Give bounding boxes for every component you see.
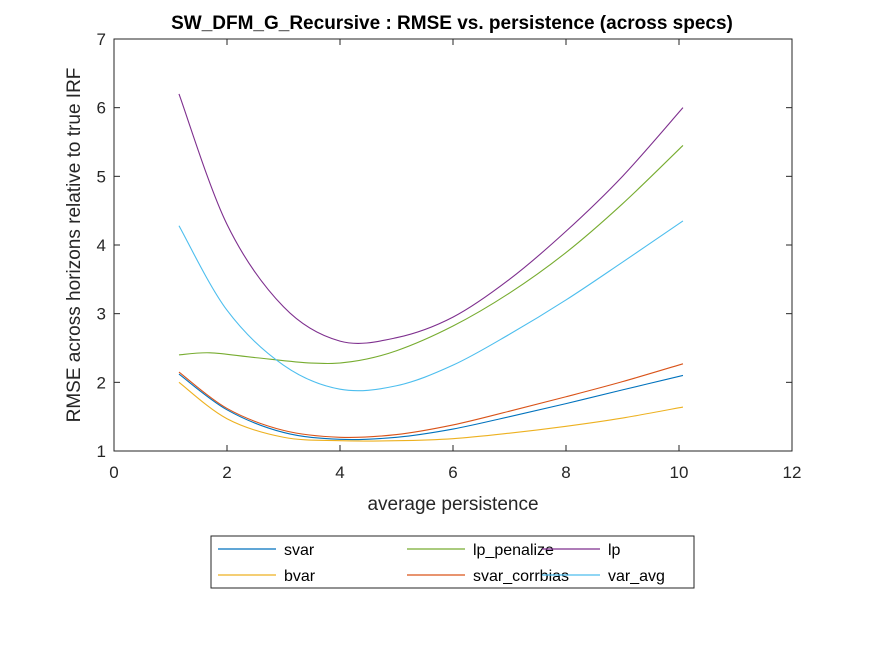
plot-box xyxy=(113,38,793,452)
y-tick-label: 6 xyxy=(97,99,106,118)
x-tick-label: 12 xyxy=(783,463,802,482)
x-tick-label: 2 xyxy=(222,463,231,482)
x-tick-label: 4 xyxy=(335,463,344,482)
x-axis-label: average persistence xyxy=(367,494,538,515)
legend-label-bvar: bvar xyxy=(284,568,316,585)
y-tick-label: 2 xyxy=(97,373,106,392)
legend-label-svar: svar xyxy=(284,542,315,559)
y-tick-label: 5 xyxy=(97,167,106,186)
x-axis-ticks: 0 2 4 6 8 10 12 xyxy=(109,39,801,482)
series-line-lp_penalize xyxy=(178,145,684,365)
x-tick-label: 6 xyxy=(448,463,457,482)
y-axis-ticks: 1 2 3 4 5 6 7 xyxy=(97,30,792,461)
chart-title: SW_DFM_G_Recursive : RMSE vs. persistenc… xyxy=(171,13,733,34)
legend: svar bvar lp_penalize svar_corrbias lp var_av… xyxy=(210,535,695,589)
y-tick-label: 1 xyxy=(97,442,106,461)
y-tick-label: 3 xyxy=(97,305,106,324)
series-line-var_avg xyxy=(178,220,684,392)
x-tick-label: 10 xyxy=(670,463,689,482)
legend-box xyxy=(210,535,695,589)
x-tick-label: 8 xyxy=(561,463,570,482)
legend-label-lp_penalize: lp_penalize xyxy=(473,542,554,559)
series-line-bvar xyxy=(178,381,684,442)
legend-label-lp: lp xyxy=(608,542,621,559)
y-axis-label: RMSE across horizons relative to true IR… xyxy=(64,68,85,423)
series-line-svar xyxy=(178,373,684,441)
plot-area xyxy=(113,38,793,452)
y-tick-label: 4 xyxy=(97,236,106,255)
legend-label-var_avg: var_avg xyxy=(608,568,665,585)
series-lines xyxy=(178,93,684,442)
series-line-svar_corrbias xyxy=(178,363,684,438)
y-tick-label: 7 xyxy=(97,30,106,49)
series-line-lp xyxy=(178,93,684,344)
x-tick-label: 0 xyxy=(109,463,118,482)
legend-label-svar_corrbias: svar_corrbias xyxy=(473,568,569,585)
